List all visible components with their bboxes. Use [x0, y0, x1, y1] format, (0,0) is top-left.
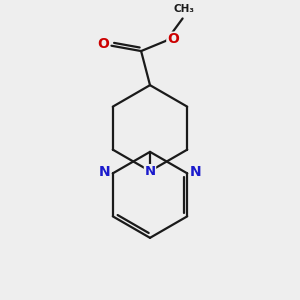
Text: N: N	[99, 165, 110, 179]
Text: N: N	[190, 165, 201, 179]
Text: O: O	[97, 37, 109, 51]
Text: CH₃: CH₃	[174, 4, 195, 14]
Text: N: N	[144, 165, 156, 178]
Text: O: O	[167, 32, 179, 46]
